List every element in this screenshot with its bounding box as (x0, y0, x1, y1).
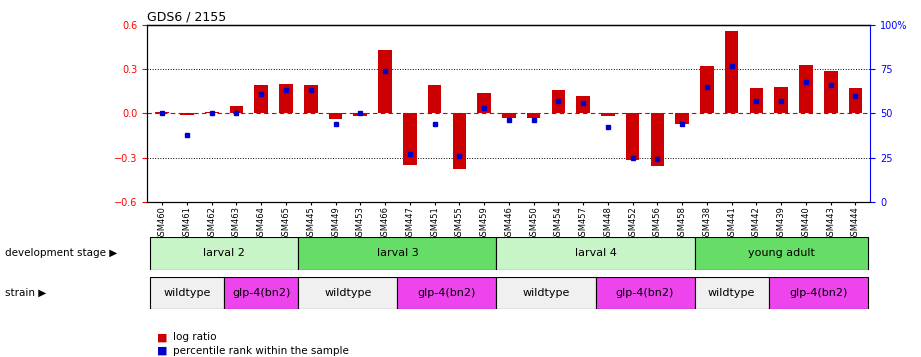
Bar (675, 114, 689, 124)
Text: glp-4(bn2): glp-4(bn2) (789, 288, 847, 298)
Bar (379, 50, 391, 114)
Text: larval 3: larval 3 (377, 248, 418, 258)
Bar (694, 237, 868, 270)
Bar (824, 71, 837, 114)
Bar (650, 114, 664, 166)
Text: glp-4(bn2): glp-4(bn2) (418, 288, 476, 298)
Text: wildtype: wildtype (163, 288, 211, 298)
Text: ■: ■ (157, 332, 167, 342)
Bar (403, 114, 416, 165)
Bar (452, 114, 466, 169)
Bar (775, 87, 788, 114)
Text: percentile rank within the sample: percentile rank within the sample (173, 346, 349, 356)
Text: development stage ▶: development stage ▶ (5, 248, 117, 258)
Text: wildtype: wildtype (324, 288, 371, 298)
Bar (398, 277, 496, 309)
Text: wildtype: wildtype (522, 288, 570, 298)
Bar (156, 112, 169, 114)
Bar (848, 88, 862, 114)
Text: strain ▶: strain ▶ (5, 288, 46, 298)
Bar (769, 277, 868, 309)
Bar (502, 114, 516, 118)
Bar (427, 85, 441, 114)
Bar (329, 114, 343, 119)
Bar (205, 112, 218, 114)
Bar (477, 93, 491, 114)
Text: larval 2: larval 2 (204, 248, 245, 258)
Bar (700, 66, 714, 114)
Bar (601, 114, 614, 116)
Bar (224, 277, 298, 309)
Bar (552, 90, 565, 114)
Bar (750, 88, 764, 114)
Text: glp-4(bn2): glp-4(bn2) (616, 288, 674, 298)
Bar (181, 114, 193, 115)
Bar (254, 85, 268, 114)
Bar (577, 96, 590, 114)
Text: GDS6 / 2155: GDS6 / 2155 (147, 11, 227, 24)
Bar (304, 85, 318, 114)
Bar (725, 31, 739, 114)
Bar (626, 114, 639, 161)
Bar (496, 237, 694, 270)
Bar (298, 277, 398, 309)
Text: log ratio: log ratio (173, 332, 216, 342)
Bar (527, 114, 541, 118)
Text: glp-4(bn2): glp-4(bn2) (232, 288, 290, 298)
Bar (354, 114, 367, 116)
Text: larval 4: larval 4 (575, 248, 616, 258)
Bar (279, 84, 293, 114)
Text: ■: ■ (157, 346, 167, 356)
Bar (150, 277, 224, 309)
Bar (799, 65, 812, 114)
Bar (298, 237, 496, 270)
Text: young adult: young adult (748, 248, 815, 258)
Bar (694, 277, 769, 309)
Text: wildtype: wildtype (708, 288, 755, 298)
Bar (596, 277, 694, 309)
Bar (496, 277, 596, 309)
Bar (229, 106, 243, 114)
Bar (150, 237, 298, 270)
